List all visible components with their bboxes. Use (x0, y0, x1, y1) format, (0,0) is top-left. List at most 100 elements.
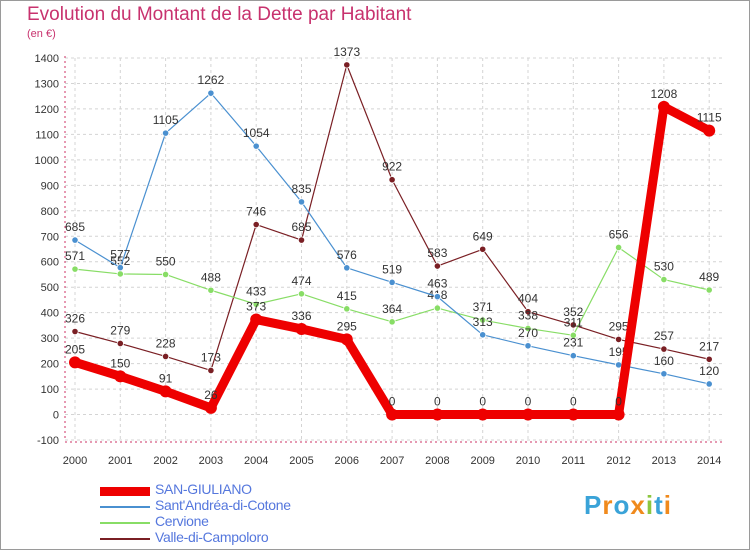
data-label: 150 (110, 356, 130, 370)
data-point (295, 322, 308, 335)
x-tick-label: 2007 (380, 455, 404, 467)
legend-item: Valle-di-Campoloro (100, 529, 400, 547)
data-label: 228 (156, 336, 176, 350)
data-point (479, 245, 487, 253)
data-label: 257 (654, 329, 674, 343)
proxiti-logo: Proxiti (584, 490, 672, 521)
data-label: 336 (291, 309, 311, 323)
y-tick-label: 0 (53, 410, 59, 422)
data-label: 463 (427, 277, 447, 291)
legend-label: SAN-GIULIANO (155, 481, 252, 497)
data-point (71, 265, 79, 273)
y-tick-label: 1100 (35, 129, 59, 141)
data-point (524, 342, 532, 350)
x-tick-label: 2001 (108, 455, 132, 467)
logo-letter: P (584, 490, 603, 520)
data-label: 685 (291, 220, 311, 234)
data-point (343, 61, 351, 69)
data-point (433, 262, 441, 270)
legend-swatch (100, 538, 150, 540)
data-label: 231 (563, 336, 583, 350)
logo-letter: r (602, 490, 614, 520)
x-tick-label: 2005 (289, 455, 313, 467)
data-label: 0 (434, 395, 441, 409)
data-label: 474 (291, 274, 311, 288)
data-point (614, 335, 623, 344)
legend-item: Sant'Andréa-di-Cotone (100, 497, 400, 515)
data-point (343, 305, 351, 313)
y-tick-label: 500 (41, 282, 59, 294)
x-tick-label: 2014 (697, 455, 721, 467)
x-tick-label: 2004 (244, 455, 268, 467)
data-label: 371 (473, 300, 493, 314)
x-tick-label: 2003 (199, 455, 223, 467)
data-point (343, 264, 351, 272)
data-point (524, 308, 532, 316)
data-point (388, 176, 396, 184)
data-point (162, 352, 170, 361)
data-point (297, 198, 306, 206)
data-label: 313 (473, 315, 493, 329)
data-label: 295 (337, 319, 357, 333)
data-point (522, 408, 534, 421)
data-point (162, 270, 170, 279)
x-tick-label: 2012 (606, 455, 630, 467)
logo-letter: x (630, 490, 646, 520)
data-point (250, 313, 263, 326)
data-point (159, 385, 172, 398)
data-point (116, 263, 124, 272)
data-label: 571 (65, 249, 85, 263)
data-label: 373 (246, 300, 266, 314)
data-label: 530 (654, 260, 674, 274)
data-point (569, 352, 577, 360)
data-point (340, 333, 353, 346)
y-tick-label: 200 (41, 359, 59, 371)
data-label: 577 (110, 248, 130, 262)
series-sant-andr-a-di-cotone: 685 577 1105 1262 1054 835 576 519 463 313 270 231 1… (65, 73, 720, 388)
data-point (705, 380, 713, 388)
series-valle-di-campoloro: 326 279 228 173 746 685 1373 922 583 649 404 352 295… (65, 45, 720, 375)
data-label: 746 (246, 205, 266, 219)
data-point (69, 356, 81, 369)
y-tick-label: 1300 (35, 78, 59, 90)
chart-title: Evolution du Montant de la Dette par Hab… (27, 4, 412, 25)
data-label: 364 (382, 302, 402, 316)
data-label: 1115 (697, 111, 722, 125)
x-tick-label: 2013 (652, 455, 676, 467)
data-point (705, 355, 713, 363)
data-label: 0 (615, 395, 622, 409)
data-label: 173 (201, 350, 221, 364)
x-tick-label: 2011 (561, 455, 585, 467)
data-point (71, 327, 79, 336)
x-tick-label: 2010 (516, 455, 540, 467)
y-tick-label: 1200 (35, 104, 59, 116)
data-point (614, 361, 623, 369)
data-point (660, 370, 668, 378)
legend-swatch (100, 506, 150, 508)
data-label: 550 (156, 254, 176, 268)
logo-letter: o (613, 490, 631, 520)
data-label: 433 (246, 284, 266, 298)
y-tick-label: -100 (37, 435, 59, 447)
data-point (614, 243, 623, 252)
legend-label: Cervione (155, 513, 209, 529)
data-label: 685 (65, 220, 85, 234)
data-point (612, 408, 625, 421)
data-point (660, 275, 668, 284)
data-label: 120 (699, 364, 719, 378)
data-label: 489 (699, 270, 719, 284)
series-cervione: 5715525504884334744153644183713383116565… (65, 227, 720, 339)
data-label: 0 (389, 395, 396, 409)
data-point (433, 304, 441, 312)
y-tick-label: 800 (41, 206, 59, 218)
data-point (116, 339, 124, 348)
data-label: 0 (479, 395, 486, 409)
data-label: 217 (699, 339, 719, 353)
data-point (433, 293, 441, 301)
data-label: 338 (518, 308, 538, 322)
data-label: 1208 (651, 87, 678, 101)
data-point (567, 408, 580, 421)
data-label: 649 (473, 229, 493, 243)
